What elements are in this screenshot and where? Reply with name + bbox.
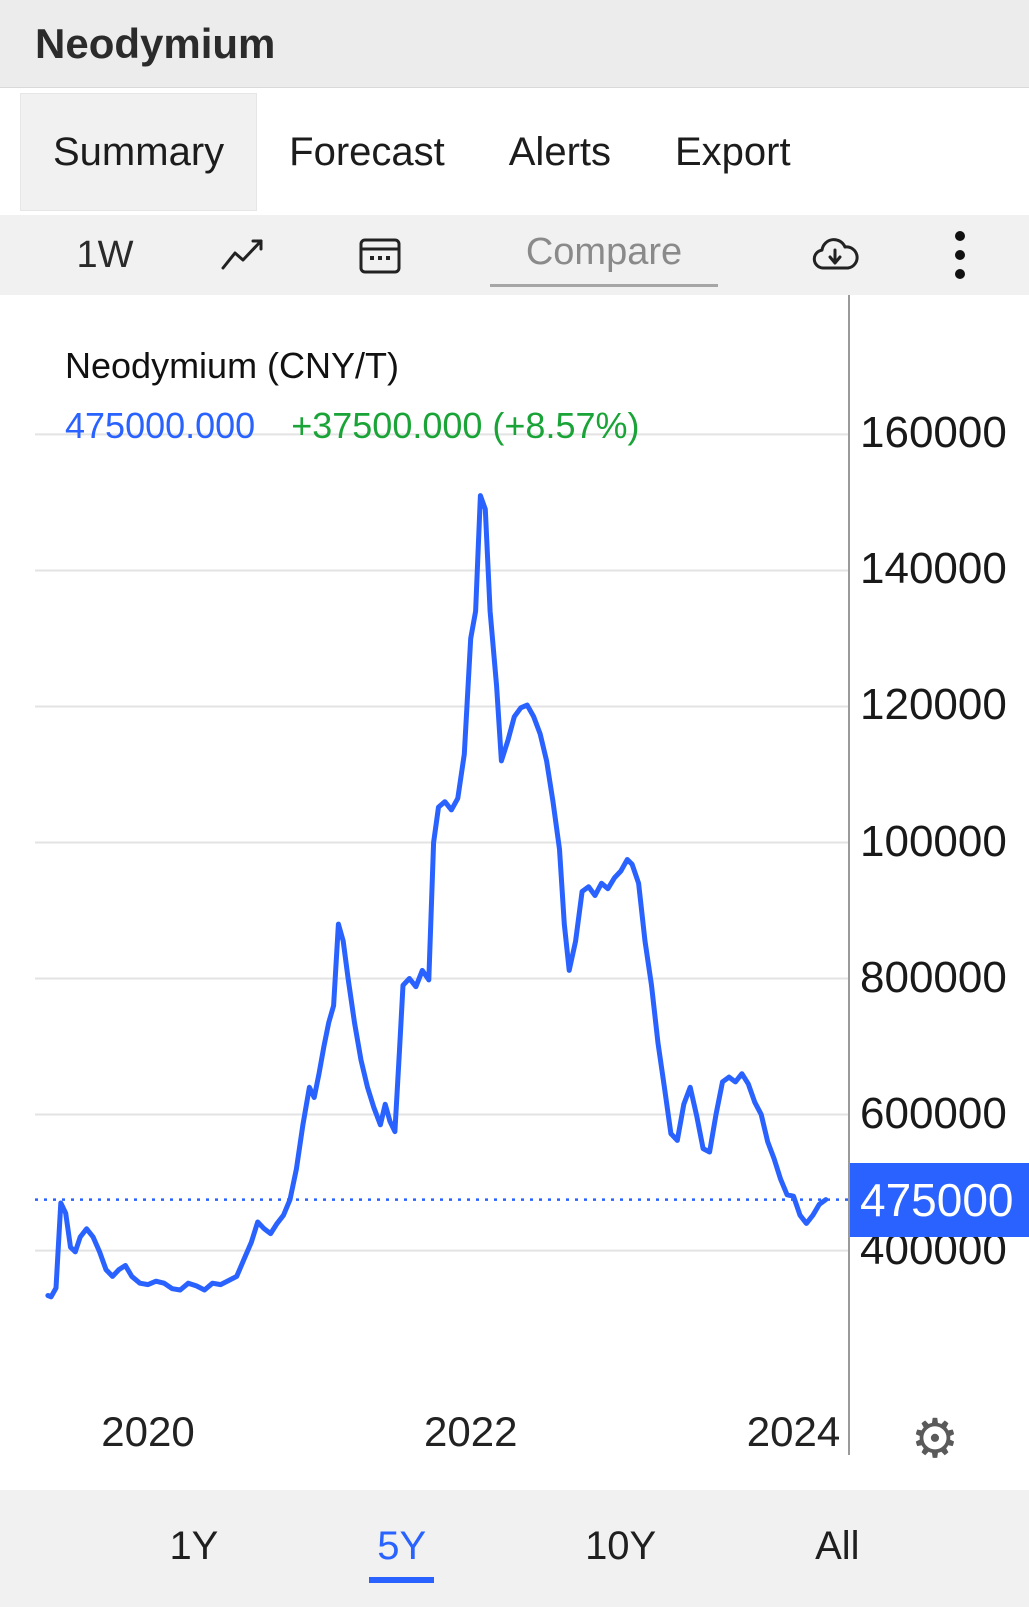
more-options-button[interactable] [915,215,1005,295]
x-axis-label: 2024 [746,1408,841,1455]
range-all[interactable]: All [815,1524,860,1568]
date-range-button[interactable] [330,215,430,295]
y-axis-label: 140000 [860,544,1007,594]
tab-forecast[interactable]: Forecast [289,129,445,174]
y-axis-label: 160000 [860,408,1007,458]
y-axis-line [848,295,850,1455]
tab-export[interactable]: Export [675,129,791,174]
compare-input[interactable]: Compare [490,221,718,287]
title-bar: Neodymium [0,0,1029,88]
chart-toolbar: 1W Compare [0,215,1029,295]
range-10y[interactable]: 10Y [585,1524,657,1568]
x-axis: ⚙ 2020 2022 2024 [0,1390,1029,1490]
current-price-badge: 475000 [850,1162,1029,1237]
chart-settings-button[interactable]: ⚙ [895,1398,975,1478]
gear-icon: ⚙ [910,1408,960,1469]
page-title: Neodymium [35,19,276,67]
y-axis-label: 800000 [860,952,1007,1002]
range-5y[interactable]: 5Y [369,1514,435,1583]
kebab-menu-icon [955,231,965,279]
chart-area[interactable] [35,295,850,1390]
x-axis-label: 2020 [101,1408,195,1455]
y-axis-label: 100000 [860,816,1007,866]
line-chart-icon [221,239,263,270]
range-1y[interactable]: 1Y [169,1524,219,1568]
price-chart-svg [35,433,850,1300]
range-selector-bar: 1Y 5Y 10Y All [0,1490,1029,1607]
chart-type-button[interactable] [195,215,295,295]
calendar-icon [359,238,401,274]
tab-summary[interactable]: Summary [20,93,258,211]
cloud-download-icon [812,238,859,270]
x-axis-label: 2022 [424,1408,518,1455]
tab-bar: Summary Forecast Alerts Export [0,89,1029,215]
y-axis-label: 600000 [860,1088,1007,1138]
interval-button[interactable]: 1W [76,233,134,276]
download-button[interactable] [785,215,885,295]
y-axis-label: 120000 [860,680,1007,730]
price-line [45,493,829,1300]
tab-alerts[interactable]: Alerts [508,129,611,174]
